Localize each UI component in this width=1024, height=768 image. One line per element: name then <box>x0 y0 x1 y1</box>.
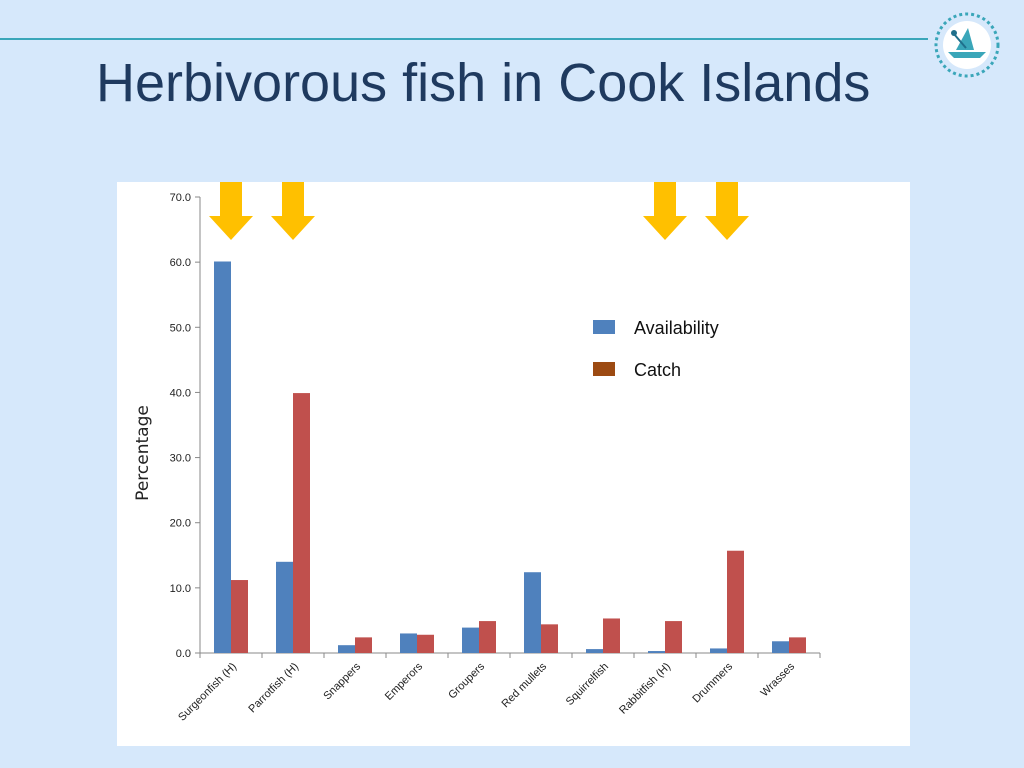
bar-availability <box>524 572 541 653</box>
y-tick-label: 70.0 <box>170 192 191 204</box>
y-tick-label: 10.0 <box>170 583 191 595</box>
bar-availability <box>462 627 479 653</box>
legend-swatch <box>593 320 615 334</box>
down-arrow-icon <box>271 182 315 240</box>
y-tick-label: 20.0 <box>170 518 191 530</box>
header-rule <box>0 38 928 40</box>
bar-catch <box>789 637 806 653</box>
slide-title: Herbivorous fish in Cook Islands <box>96 53 871 113</box>
y-axis-label: Percentage <box>133 405 153 501</box>
y-tick-label: 40.0 <box>170 387 191 399</box>
y-tick-label: 30.0 <box>170 453 191 465</box>
down-arrow-icon <box>643 182 687 240</box>
x-category-label: Snappers <box>321 660 363 702</box>
x-category-label: Parrotfish (H) <box>246 661 301 716</box>
y-tick-label: 0.0 <box>176 648 191 660</box>
bar-catch <box>479 621 496 653</box>
bar-catch <box>727 550 744 653</box>
x-category-label: Surgeonfish (H) <box>176 661 239 724</box>
bar-availability <box>586 649 603 653</box>
legend-label: Catch <box>634 360 681 380</box>
bar-catch <box>417 634 434 653</box>
circular-boat-logo-icon <box>934 12 1000 78</box>
x-category-label: Wrasses <box>759 660 798 699</box>
bar-availability <box>338 645 355 653</box>
bar-availability <box>772 641 789 653</box>
x-category-label: Squirrelfish <box>564 661 611 708</box>
legend-label: Availability <box>634 318 719 338</box>
bar-availability <box>214 261 231 653</box>
down-arrow-icon <box>209 182 253 240</box>
x-category-label: Drummers <box>690 660 735 705</box>
bar-chart: 0.0 10.0 20.0 30.0 40.0 50.0 60.0 70.0 Percentag… <box>133 182 821 724</box>
x-category-label: Groupers <box>446 660 487 701</box>
bar-catch <box>293 393 310 653</box>
chart-panel: 0.0 10.0 20.0 30.0 40.0 50.0 60.0 70.0 Percentag… <box>117 182 910 746</box>
bar-catch <box>665 621 682 653</box>
x-category-label: Red mullets <box>500 660 550 710</box>
down-arrow-icon <box>705 182 749 240</box>
bar-catch <box>603 618 620 653</box>
bar-availability <box>648 651 665 653</box>
x-category-label: Rabbitfish (H) <box>617 661 673 717</box>
y-tick-label: 50.0 <box>170 322 191 334</box>
bar-availability <box>710 648 727 653</box>
bar-catch <box>541 624 558 653</box>
legend-swatch <box>593 362 615 376</box>
y-tick-label: 60.0 <box>170 257 191 269</box>
bar-catch <box>355 637 372 653</box>
x-category-label: Emperors <box>383 660 426 703</box>
bar-catch <box>231 580 248 653</box>
bar-availability <box>276 561 293 653</box>
bar-availability <box>400 633 417 653</box>
